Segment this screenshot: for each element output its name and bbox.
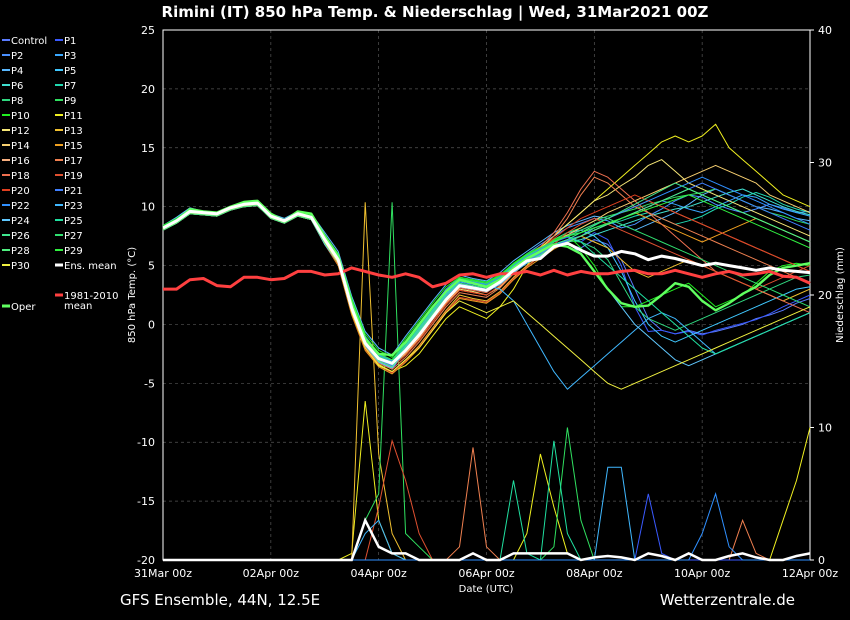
legend-label: P18 [11, 171, 30, 182]
legend-label: P9 [64, 96, 76, 107]
legend-label: P20 [11, 186, 30, 197]
legend-label: P23 [64, 201, 83, 212]
legend-label: P26 [11, 231, 30, 242]
legend-label: Oper [11, 302, 36, 313]
temp-series [162, 123, 811, 390]
legend-label: P12 [11, 126, 30, 137]
y-tick-label: -20 [137, 554, 155, 567]
x-tick-label: 06Apr 00z [458, 567, 515, 580]
legend-label: Ens. mean [64, 261, 117, 272]
y-tick-label: 10 [141, 201, 155, 214]
legend-label: P1 [64, 36, 76, 47]
y-tick-label: -15 [137, 495, 155, 508]
x-tick-label: 08Apr 00z [566, 567, 623, 580]
y-axis-ticks: 25 20 15 10 5 0 -5 -10 -15 -20 [137, 24, 155, 567]
legend-label: P25 [64, 216, 83, 227]
precip-series [163, 202, 811, 562]
y2-tick-label: 30 [818, 157, 832, 170]
legend-label: P13 [64, 126, 83, 137]
legend-label: P8 [11, 96, 23, 107]
legend-label: P6 [11, 81, 23, 92]
legend-label: P28 [11, 246, 30, 257]
legend-label: P17 [64, 156, 83, 167]
chart-title: Rimini (IT) 850 hPa Temp. & Niederschlag… [162, 3, 709, 22]
y2-tick-label: 40 [818, 24, 832, 37]
legend-label: P2 [11, 51, 23, 62]
legend-label: P11 [64, 111, 83, 122]
legend-label: P4 [11, 66, 23, 77]
precip-mean-line [163, 517, 811, 562]
y-tick-label: 15 [141, 142, 155, 155]
legend-label: P27 [64, 231, 83, 242]
precip-line-p1 [163, 493, 810, 561]
x-axis-ticks: 31Mar 00z 02Apr 00z 04Apr 00z 06Apr 00z 08Ap… [134, 567, 838, 580]
x-tick-label: 31Mar 00z [134, 567, 192, 580]
legend-label: P7 [64, 81, 76, 92]
y-axis-label: 850 hPa Temp. (°C) [127, 247, 138, 343]
series-line-oper [162, 199, 811, 357]
legend: Control P1 P2 P3 P4 P5 P6 P7 P8 P9 P10 P11 P12 P13 P14… [2, 36, 119, 313]
y2-tick-label: 10 [818, 422, 832, 435]
precip-line-p22 [163, 492, 810, 561]
series-line-ens-mean [162, 201, 811, 365]
x-tick-label: 12Apr 00z [782, 567, 839, 580]
y-tick-label: 20 [141, 83, 155, 96]
y-tick-label: -10 [137, 436, 155, 449]
y-tick-label: -5 [144, 377, 155, 390]
legend-label: P14 [11, 141, 30, 152]
legend-label: 1981-2010 mean [64, 291, 119, 312]
legend-label: P21 [64, 186, 83, 197]
legend-label: P24 [11, 216, 30, 227]
x-axis-label: Date (UTC) [459, 584, 514, 595]
y2-tick-label: 20 [818, 289, 832, 302]
y-tick-label: 5 [148, 260, 155, 273]
series-line-1981-2010-mean [163, 266, 811, 291]
legend-label: P10 [11, 111, 30, 122]
legend-label: P22 [11, 201, 30, 212]
legend-label: P5 [64, 66, 76, 77]
y-tick-label: 0 [148, 318, 155, 331]
x-tick-label: 04Apr 00z [351, 567, 408, 580]
x-tick-label: 10Apr 00z [674, 567, 731, 580]
site-label: Wetterzentrale.de [660, 591, 795, 609]
legend-label: P29 [64, 246, 83, 257]
legend-label: Control [11, 36, 47, 47]
legend-label: P19 [64, 171, 83, 182]
y2-tick-label: 0 [818, 554, 825, 567]
y2-axis-label: Niederschlag (mm) [835, 247, 846, 343]
legend-label: P3 [64, 51, 76, 62]
legend-label: P16 [11, 156, 30, 167]
x-tick-label: 02Apr 00z [243, 567, 300, 580]
legend-label: P30 [11, 261, 30, 272]
legend-label: P15 [64, 141, 83, 152]
series-line-p10 [162, 201, 811, 358]
y2-axis-ticks: 40 30 20 10 0 [810, 24, 832, 567]
source-label: GFS Ensemble, 44N, 12.5E [120, 591, 320, 609]
y-tick-label: 25 [141, 24, 155, 37]
